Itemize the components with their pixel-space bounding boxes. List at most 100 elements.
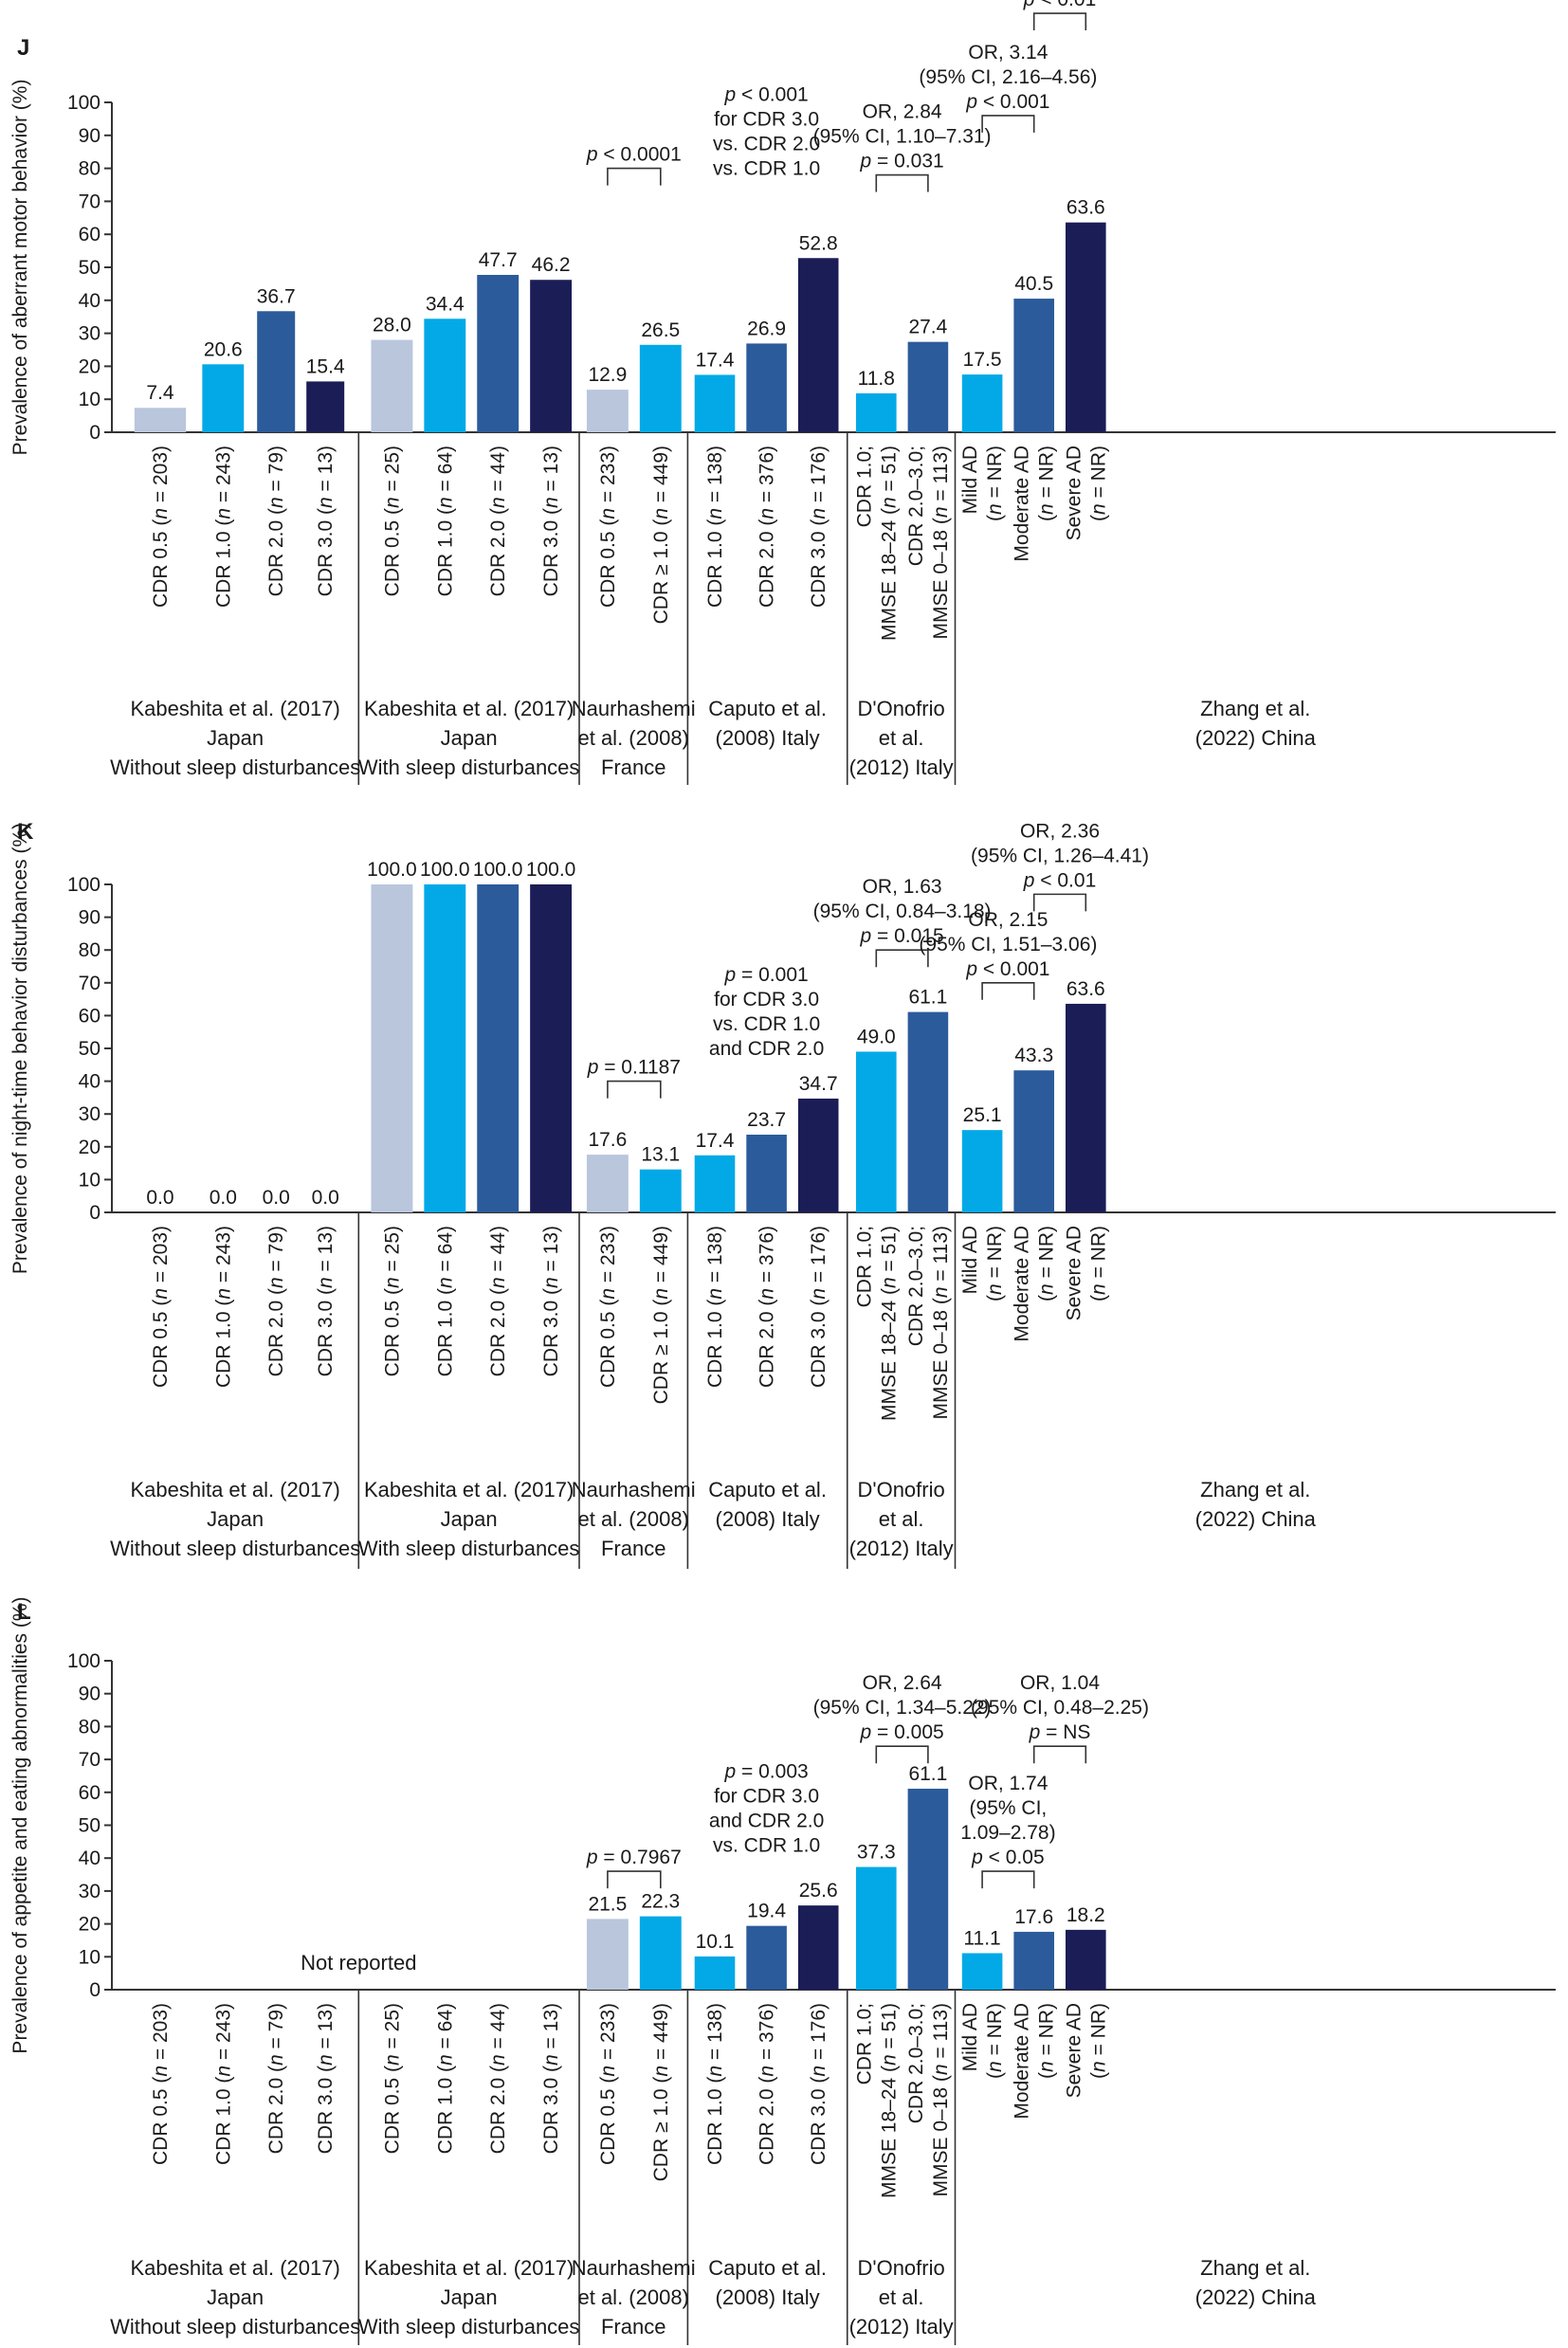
category-label: CDR 2.0 (n = 79) (265, 2003, 287, 2154)
group-label: Japan (207, 2285, 264, 2309)
bar-value-label: 61.1 (908, 1763, 947, 1785)
category-label: CDR 2.0–3.0; (905, 2003, 927, 2123)
category-label: Mild AD (959, 2003, 981, 2071)
category-label: CDR 1.0 (n = 64) (434, 2003, 456, 2154)
bar (477, 275, 520, 432)
annotation-text: p = NS (1029, 1721, 1091, 1743)
bar-value-label: 25.6 (799, 1880, 838, 1902)
bar-value-label: 11.1 (963, 1927, 1000, 1949)
bar-value-label: 11.8 (858, 368, 895, 390)
category-label: (n = NR) (1036, 446, 1058, 521)
y-tick-label: 20 (79, 1137, 100, 1158)
bar-value-label: 100.0 (473, 859, 523, 881)
bar-value-label: 36.7 (257, 285, 296, 307)
panel-label: K (17, 819, 34, 845)
y-tick-label: 30 (79, 323, 100, 345)
category-label: CDR ≥ 1.0 (n = 449) (650, 446, 672, 624)
category-label: MMSE 0–18 (n = 113) (930, 2003, 952, 2196)
bar (961, 1953, 1003, 1990)
group-label: Kabeshita et al. (2017) (364, 697, 574, 720)
bar (424, 319, 466, 432)
category-label: CDR 2.0 (n = 79) (265, 1226, 287, 1376)
group-label: et al. (2008) (577, 726, 688, 750)
category-label: MMSE 18–24 (n = 51) (878, 2003, 900, 2198)
annotation-text: p = 0.7967 (586, 1847, 682, 1868)
bar-value-label: 17.6 (1014, 1906, 1053, 1928)
y-tick-label: 70 (79, 191, 100, 212)
category-label: CDR 1.0; (853, 446, 875, 527)
bar-value-label: 0.0 (210, 1187, 237, 1209)
bar (907, 341, 949, 432)
group-label: With sleep disturbances (358, 755, 580, 779)
category-label: CDR 0.5 (n = 233) (597, 2003, 619, 2165)
group-label: Caputo et al. (708, 1478, 827, 1502)
bar (134, 408, 187, 432)
bar-value-label: 13.1 (641, 1144, 680, 1166)
bar-value-label: 12.9 (588, 364, 627, 386)
bar (424, 884, 466, 1212)
annotation-text: vs. CDR 2.0 (713, 134, 820, 155)
bar (639, 344, 682, 432)
category-label: (n = NR) (1087, 1226, 1109, 1301)
bar (371, 339, 413, 432)
annotation-text: 1.09–2.78) (960, 1822, 1055, 1844)
annotation-text: p < 0.01 (1023, 869, 1097, 891)
annotation-text: vs. CDR 1.0 (713, 1013, 820, 1035)
bar (1013, 1931, 1054, 1990)
bar-value-label: 17.5 (963, 349, 1002, 371)
category-label: MMSE 18–24 (n = 51) (878, 1226, 900, 1421)
category-label: Severe AD (1063, 446, 1085, 540)
bar (1013, 1070, 1054, 1212)
group-label: Kabeshita et al. (2017) (364, 2256, 574, 2280)
annotation-text: p < 0.05 (971, 1847, 1045, 1868)
group-label: Japan (441, 1507, 498, 1531)
y-axis-label: Prevalence of night-time behavior distur… (9, 823, 31, 1274)
bar-value-label: 17.4 (696, 1130, 735, 1152)
category-label: (n = NR) (984, 446, 1006, 521)
group-label: et al. (2008) (577, 1507, 688, 1531)
bar-value-label: 47.7 (479, 249, 518, 271)
annotation-text: OR, 2.84 (863, 101, 942, 123)
y-tick-label: 20 (79, 1914, 100, 1936)
category-label: Mild AD (959, 1226, 981, 1294)
annotation-text: OR, 1.63 (863, 876, 942, 898)
bar-value-label: 52.8 (799, 232, 838, 254)
group-label: Japan (207, 1507, 264, 1531)
group-label: (2022) China (1195, 726, 1317, 750)
bar-value-label: 0.0 (312, 1187, 339, 1209)
y-tick-label: 0 (89, 422, 100, 444)
y-tick-label: 80 (79, 158, 100, 180)
bar (1066, 222, 1106, 432)
bar (477, 884, 520, 1212)
bar (257, 311, 296, 432)
y-tick-label: 10 (79, 1946, 100, 1968)
significance-bracket (875, 173, 929, 192)
y-tick-label: 70 (79, 973, 100, 994)
bar-value-label: 46.2 (532, 254, 571, 276)
bar-value-label: 19.4 (747, 1901, 786, 1922)
category-label: CDR 3.0 (n = 13) (315, 1226, 337, 1376)
annotation-text: OR, 2.64 (863, 1672, 942, 1694)
group-label: With sleep disturbances (358, 1537, 580, 1560)
annotation-text: (95% CI, 2.16–4.56) (919, 66, 1097, 88)
group-label: et al. (879, 1507, 924, 1531)
bar-value-label: 100.0 (367, 859, 417, 881)
category-label: CDR 2.0 (n = 376) (757, 1226, 778, 1388)
group-label: France (601, 2315, 665, 2339)
group-label: (2012) Italy (849, 2315, 954, 2339)
y-tick-label: 30 (79, 1103, 100, 1125)
annotation-text: (95% CI, 0.84–3.18) (813, 901, 992, 922)
y-tick-label: 50 (79, 1038, 100, 1060)
category-label: MMSE 18–24 (n = 51) (878, 446, 900, 641)
bar-value-label: 100.0 (420, 859, 470, 881)
panel-label: L (17, 1599, 31, 1625)
group-label: Zhang et al. (1200, 697, 1310, 720)
category-label: CDR 3.0 (n = 13) (315, 2003, 337, 2154)
bar (371, 884, 413, 1212)
annotation-text: (95% CI, 1.51–3.06) (919, 934, 1097, 956)
category-label: MMSE 0–18 (n = 113) (930, 446, 952, 639)
group-label: (2008) Italy (716, 726, 820, 750)
category-label: CDR 2.0–3.0; (905, 446, 927, 566)
